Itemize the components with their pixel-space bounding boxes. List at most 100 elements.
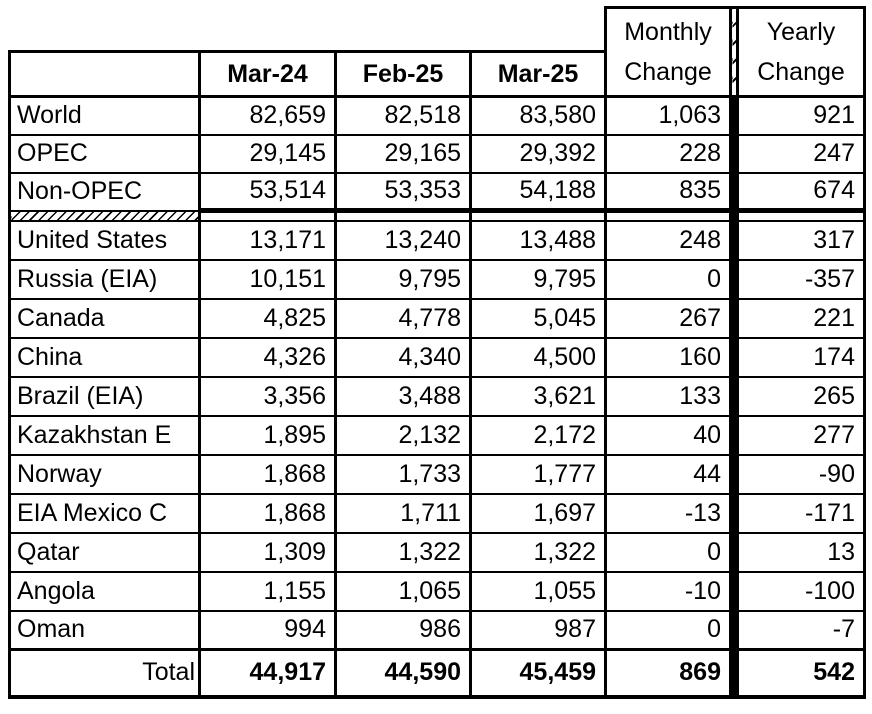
- cell-yearly-change: 174: [736, 336, 866, 378]
- table-row-russia: Russia (EIA) 10,151 9,795 9,795 0 -357: [8, 258, 866, 300]
- table-row-norway: Norway 1,868 1,733 1,777 44 -90: [8, 453, 866, 495]
- cell-monthly-change: 0: [604, 258, 732, 300]
- hidden-row-cell: [469, 208, 607, 222]
- cell-monthly-change: 267: [604, 297, 732, 339]
- hidden-row-cell: [604, 208, 732, 222]
- cell-mar24: 10,151: [198, 258, 337, 300]
- cell-yearly-change: 674: [736, 171, 866, 212]
- corner-header-cell: [8, 50, 201, 98]
- table-header-row: Mar-24 Feb-25 Mar-25: [8, 50, 865, 98]
- cell-feb25: 9,795: [334, 258, 472, 300]
- cell-mar24: 82,659: [198, 95, 337, 136]
- monthly-change-line2: Change: [624, 58, 712, 86]
- cell-mar25: 987: [469, 609, 607, 651]
- cell-mar24: 4,326: [198, 336, 337, 378]
- cell-feb25: 2,132: [334, 414, 472, 456]
- table-header-top-row: Monthly Change Yearly Change: [9, 6, 866, 98]
- cell-monthly-change: 228: [604, 133, 732, 174]
- row-label: Canada: [8, 297, 201, 339]
- hidden-row-hatch: [8, 208, 866, 222]
- hidden-column-strip: [730, 298, 738, 338]
- column-header-yearly-change: Yearly Change: [736, 6, 866, 98]
- row-label: Brazil (EIA): [8, 375, 201, 417]
- cell-yearly-change: 277: [736, 414, 866, 456]
- cell-feb25: 13,240: [334, 219, 472, 261]
- column-header-mar-25: Mar-25: [469, 50, 607, 98]
- cell-mar25: 83,580: [469, 95, 607, 136]
- cell-yearly-change: 247: [736, 133, 866, 174]
- cell-yearly-change: -357: [736, 258, 866, 300]
- row-label: China: [8, 336, 201, 378]
- hidden-column-strip: [730, 648, 738, 699]
- cell-mar25: 1,777: [469, 453, 607, 495]
- cell-monthly-change: 133: [604, 375, 732, 417]
- table-row-mexico: EIA Mexico C 1,868 1,711 1,697 -13 -171: [8, 492, 866, 534]
- cell-monthly-change: -10: [604, 570, 732, 612]
- row-label: EIA Mexico C: [8, 492, 201, 534]
- column-header-mar-24: Mar-24: [198, 50, 337, 98]
- cell-feb25: 1,322: [334, 531, 472, 573]
- hidden-column-strip: [730, 210, 738, 221]
- hidden-column-strip: [730, 493, 738, 533]
- row-label: OPEC: [8, 133, 201, 174]
- hidden-column-strip: [730, 376, 738, 416]
- cell-mar25: 54,188: [469, 171, 607, 212]
- cell-mar25: 1,055: [469, 570, 607, 612]
- cell-feb25: 4,340: [334, 336, 472, 378]
- cell-monthly-change: 44: [604, 453, 732, 495]
- column-header-monthly-change: Monthly Change: [604, 6, 732, 98]
- cell-mar25: 45,459: [469, 648, 607, 699]
- hidden-column-hatch: [730, 6, 738, 98]
- table-row-total: Total 44,917 44,590 45,459 869 542: [8, 648, 866, 699]
- cell-mar24: 1,309: [198, 531, 337, 573]
- cell-mar25: 3,621: [469, 375, 607, 417]
- table-row-china: China 4,326 4,340 4,500 160 174: [8, 336, 866, 378]
- table-row-oman: Oman 994 986 987 0 -7: [8, 609, 866, 651]
- cell-mar24: 4,825: [198, 297, 337, 339]
- cell-yearly-change: 317: [736, 219, 866, 261]
- cell-monthly-change: 40: [604, 414, 732, 456]
- cell-mar24: 1,155: [198, 570, 337, 612]
- cell-mar25: 4,500: [469, 336, 607, 378]
- yearly-change-line1: Yearly: [766, 18, 836, 46]
- cell-yearly-change: -171: [736, 492, 866, 534]
- hidden-column-strip: [730, 532, 738, 572]
- hidden-column-strip: [730, 259, 738, 299]
- cell-mar24: 1,895: [198, 414, 337, 456]
- row-label: United States: [8, 219, 201, 261]
- cell-feb25: 986: [334, 609, 472, 651]
- cell-monthly-change: 869: [604, 648, 732, 699]
- cell-feb25: 1,065: [334, 570, 472, 612]
- table-row-kazakhstan: Kazakhstan E 1,895 2,132 2,172 40 277: [8, 414, 866, 456]
- row-label: World: [8, 95, 201, 136]
- cell-mar24: 1,868: [198, 453, 337, 495]
- cell-monthly-change: 835: [604, 171, 732, 212]
- cell-monthly-change: 0: [604, 531, 732, 573]
- cell-mar24: 3,356: [198, 375, 337, 417]
- table-row-brazil: Brazil (EIA) 3,356 3,488 3,621 133 265: [8, 375, 866, 417]
- cell-mar24: 44,917: [198, 648, 337, 699]
- cell-monthly-change: 1,063: [604, 95, 732, 136]
- cell-yearly-change: -90: [736, 453, 866, 495]
- hidden-column-strip: [730, 220, 738, 260]
- row-label: Angola: [8, 570, 201, 612]
- row-label: Oman: [8, 609, 201, 651]
- cell-mar25: 5,045: [469, 297, 607, 339]
- row-label: Qatar: [8, 531, 201, 573]
- cell-monthly-change: 248: [604, 219, 732, 261]
- cell-mar25: 2,172: [469, 414, 607, 456]
- table-row-canada: Canada 4,825 4,778 5,045 267 221: [8, 297, 866, 339]
- cell-mar25: 1,322: [469, 531, 607, 573]
- row-label: Norway: [8, 453, 201, 495]
- cell-mar24: 29,145: [198, 133, 337, 174]
- cell-monthly-change: 160: [604, 336, 732, 378]
- cell-feb25: 53,353: [334, 171, 472, 212]
- cell-yearly-change: 921: [736, 95, 866, 136]
- cell-mar24: 13,171: [198, 219, 337, 261]
- cell-feb25: 82,518: [334, 95, 472, 136]
- cell-yearly-change: 542: [736, 648, 866, 699]
- column-header-feb-25: Feb-25: [334, 50, 472, 98]
- hidden-column-strip: [730, 96, 738, 135]
- table-row-opec: OPEC 29,145 29,165 29,392 228 247: [8, 133, 866, 174]
- hidden-column-strip: [730, 571, 738, 611]
